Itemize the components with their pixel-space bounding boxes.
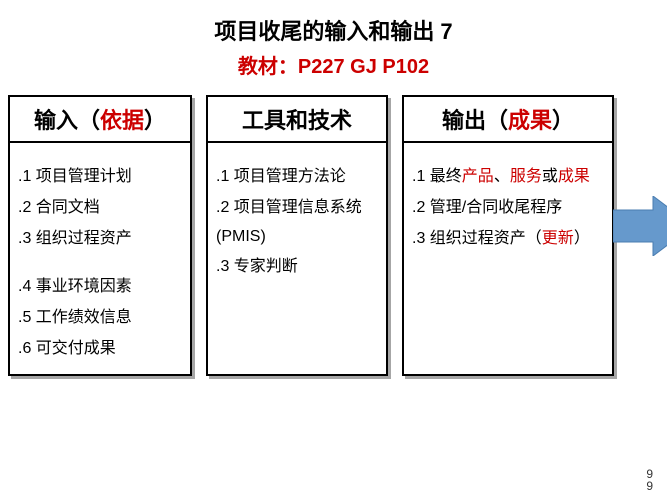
item-text: 、: [494, 168, 510, 185]
item-text: 合同文档: [31, 199, 99, 216]
item-text: 组织过程资产: [31, 230, 131, 247]
list-item: .4 事业环境因素: [18, 273, 182, 302]
group-gap: [18, 255, 182, 273]
item-text: 最终: [425, 168, 461, 185]
list-item: .3 组织过程资产: [18, 225, 182, 254]
item-text: 服务: [510, 168, 542, 185]
item-text: 成果: [558, 168, 590, 185]
item-number: .5: [18, 309, 31, 326]
output-body: .1 最终产品、服务或成果.2 管理/合同收尾程序.3 组织过程资产（更新）: [402, 143, 614, 376]
header-highlight: 成果: [508, 108, 552, 133]
arrow-icon: [613, 196, 667, 256]
list-item: .2 管理/合同收尾程序: [412, 194, 604, 223]
item-number: .1: [412, 168, 425, 185]
input-body: .1 项目管理计划.2 合同文档.3 组织过程资产.4 事业环境因素.5 工作绩…: [8, 143, 192, 376]
item-text: 产品: [462, 168, 494, 185]
page-number: 9 9: [646, 468, 653, 492]
list-item: .3 组织过程资产（更新）: [412, 225, 604, 254]
item-number: .1: [216, 168, 229, 185]
item-text: 组织过程资产（: [425, 230, 541, 247]
input-column: 输入（依据） .1 项目管理计划.2 合同文档.3 组织过程资产.4 事业环境因…: [8, 95, 192, 376]
item-number: .2: [412, 199, 425, 216]
output-header: 输出（成果）: [402, 95, 614, 143]
list-item: .2 合同文档: [18, 194, 182, 223]
item-text: 更新: [542, 230, 574, 247]
item-text: 项目管理计划: [31, 168, 131, 185]
list-item: .3 专家判断: [216, 253, 378, 282]
header-text: 输入（: [34, 108, 100, 133]
header-text: 工具和技术: [242, 108, 352, 133]
tools-column: 工具和技术 .1 项目管理方法论.2 项目管理信息系统(PMIS).3 专家判断: [206, 95, 388, 376]
list-item: .1 项目管理计划: [18, 163, 182, 192]
page-number-bottom: 9: [646, 480, 653, 492]
item-text: 事业环境因素: [31, 278, 131, 295]
sub-title: 教材：P227 GJ P102: [0, 50, 667, 79]
input-header: 输入（依据）: [8, 95, 192, 143]
item-number: .3: [18, 230, 31, 247]
item-number: .6: [18, 340, 31, 357]
item-text: 管理/合同收尾程序: [425, 199, 562, 216]
tools-header: 工具和技术: [206, 95, 388, 143]
list-item: .1 最终产品、服务或成果: [412, 163, 604, 192]
list-item: .1 项目管理方法论: [216, 163, 378, 192]
item-text: 或: [542, 168, 558, 185]
header-text: 输出（: [442, 108, 508, 133]
output-column: 输出（成果） .1 最终产品、服务或成果.2 管理/合同收尾程序.3 组织过程资…: [402, 95, 614, 376]
list-item: .6 可交付成果: [18, 335, 182, 364]
item-text: ）: [574, 230, 590, 247]
columns-wrap: 输入（依据） .1 项目管理计划.2 合同文档.3 组织过程资产.4 事业环境因…: [0, 79, 667, 376]
item-number: .3: [216, 258, 229, 275]
item-text: 项目管理信息系统(PMIS): [216, 199, 362, 245]
item-number: .2: [18, 199, 31, 216]
header-text: ）: [552, 108, 574, 133]
arrow-shape: [613, 196, 667, 256]
item-number: .1: [18, 168, 31, 185]
item-number: .2: [216, 199, 229, 216]
item-number: .3: [412, 230, 425, 247]
list-item: .2 项目管理信息系统(PMIS): [216, 194, 378, 252]
item-number: .4: [18, 278, 31, 295]
item-text: 专家判断: [229, 258, 297, 275]
list-item: .5 工作绩效信息: [18, 304, 182, 333]
main-title: 项目收尾的输入和输出 7: [0, 14, 667, 46]
item-text: 项目管理方法论: [229, 168, 345, 185]
title-block: 项目收尾的输入和输出 7 教材：P227 GJ P102: [0, 0, 667, 79]
item-text: 工作绩效信息: [31, 309, 131, 326]
tools-body: .1 项目管理方法论.2 项目管理信息系统(PMIS).3 专家判断: [206, 143, 388, 376]
header-text: ）: [144, 108, 166, 133]
header-highlight: 依据: [100, 108, 144, 133]
item-text: 可交付成果: [31, 340, 115, 357]
